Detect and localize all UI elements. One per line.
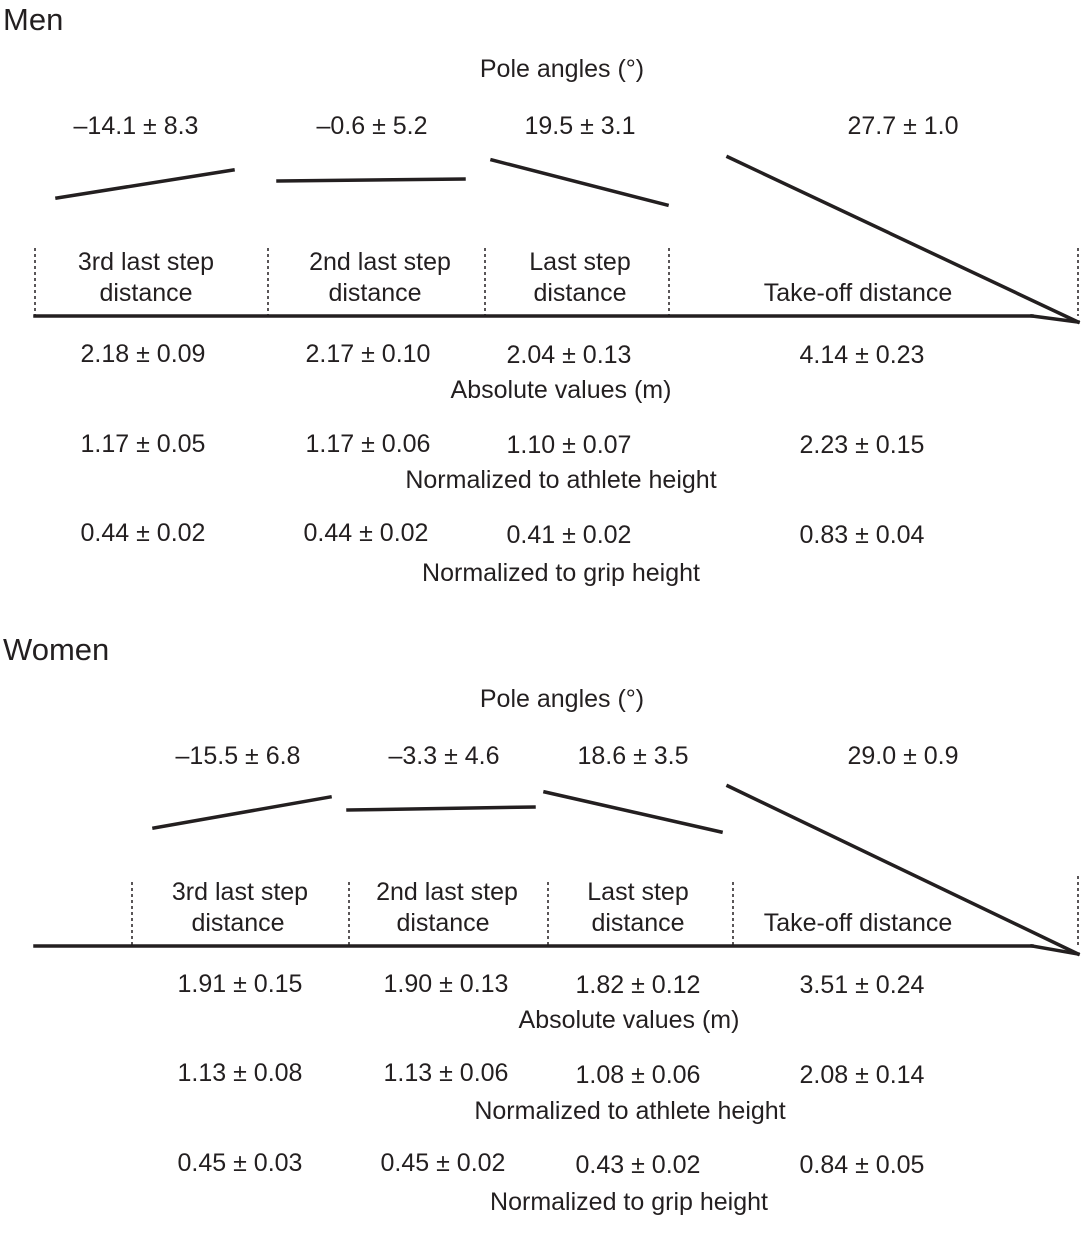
gender-title: Women [3,632,110,667]
pole-angle-3rd-last: –14.1 ± 8.3 [73,112,199,140]
absolute-values-label: Absolute values (m) [450,376,672,404]
pole-line-take-off [725,783,1081,957]
pole-line-2nd-last [276,177,466,183]
segment-label-last: Last step [529,248,631,276]
athlete-height-label: Normalized to athlete height [474,1097,786,1125]
pole-angle-2nd-last: –3.3 ± 4.6 [388,742,500,770]
athlete-value-2nd-last: 1.17 ± 0.06 [305,430,431,458]
segment-label-take-off-line2: Take-off distance [763,909,953,937]
gender-title: Men [3,2,64,37]
absolute-value-take-off: 4.14 ± 0.23 [799,341,925,369]
grip-height-label: Normalized to grip height [490,1188,768,1216]
pole-angle-2nd-last: –0.6 ± 5.2 [316,112,428,140]
men-panel: Men Pole angles (°) –14.1 ± 8.3 –0.6 ± 5… [0,0,1084,610]
grip-value-3rd-last: 0.45 ± 0.03 [177,1149,303,1177]
athlete-value-3rd-last: 1.13 ± 0.08 [177,1059,303,1087]
men-diagram-lines [33,154,1081,325]
pole-line-3rd-last [151,794,333,831]
athlete-value-last: 1.10 ± 0.07 [506,431,632,459]
grip-value-2nd-last: 0.45 ± 0.02 [380,1149,506,1177]
pole-line-last [542,789,724,835]
absolute-value-3rd-last: 1.91 ± 0.15 [177,970,303,998]
athlete-value-3rd-last: 1.17 ± 0.05 [80,430,206,458]
women-diagram-lines [33,783,1081,957]
segment-label-2nd-last-line2: distance [328,279,422,307]
segment-label-3rd-last: 3rd last step [171,878,309,906]
athlete-value-2nd-last: 1.13 ± 0.06 [383,1059,509,1087]
grip-value-take-off: 0.83 ± 0.04 [799,521,925,549]
segment-label-3rd-last: 3rd last step [77,248,215,276]
segment-label-last-line2: distance [533,279,627,307]
pole-line-take-off [725,154,1081,325]
grip-value-3rd-last: 0.44 ± 0.02 [80,519,206,547]
absolute-value-2nd-last: 2.17 ± 0.10 [305,340,431,368]
pole-angle-last: 19.5 ± 3.1 [524,112,636,140]
athlete-value-last: 1.08 ± 0.06 [575,1061,701,1089]
athlete-height-label: Normalized to athlete height [405,466,717,494]
absolute-value-2nd-last: 1.90 ± 0.13 [383,970,509,998]
segment-label-2nd-last: 2nd last step [309,248,451,276]
absolute-values-label: Absolute values (m) [518,1006,740,1034]
pole-angle-last: 18.6 ± 3.5 [577,742,689,770]
pole-line-3rd-last [54,167,236,201]
segment-label-2nd-last-line2: distance [396,909,490,937]
pole-angle-take-off: 27.7 ± 1.0 [847,112,959,140]
runway-plant-line [1030,314,1080,324]
pole-line-last [489,157,670,208]
absolute-value-take-off: 3.51 ± 0.24 [799,971,925,999]
segment-label-last-line2: distance [591,909,685,937]
absolute-value-last: 2.04 ± 0.13 [506,341,632,369]
segment-label-2nd-last: 2nd last step [376,878,518,906]
absolute-value-last: 1.82 ± 0.12 [575,971,701,999]
pole-angle-take-off: 29.0 ± 0.9 [847,742,959,770]
pole-angles-label: Pole angles (°) [479,685,645,713]
absolute-value-3rd-last: 2.18 ± 0.09 [80,340,206,368]
pole-angles-label: Pole angles (°) [479,55,645,83]
pole-angle-3rd-last: –15.5 ± 6.8 [175,742,301,770]
grip-value-2nd-last: 0.44 ± 0.02 [303,519,429,547]
women-panel: Women Pole angles (°) –15.5 ± 6.8 –3.3 ±… [0,630,1084,1240]
grip-value-last: 0.41 ± 0.02 [506,521,632,549]
grip-height-label: Normalized to grip height [422,559,700,587]
segment-label-3rd-last-line2: distance [99,279,193,307]
pole-line-2nd-last [346,805,536,812]
athlete-value-take-off: 2.08 ± 0.14 [799,1061,925,1089]
segment-label-last: Last step [587,878,689,906]
segment-label-3rd-last-line2: distance [191,909,285,937]
athlete-value-take-off: 2.23 ± 0.15 [799,431,925,459]
grip-value-last: 0.43 ± 0.02 [575,1151,701,1179]
segment-label-take-off-line2: Take-off distance [763,279,953,307]
runway-plant-line [1029,943,1081,957]
grip-value-take-off: 0.84 ± 0.05 [799,1151,925,1179]
